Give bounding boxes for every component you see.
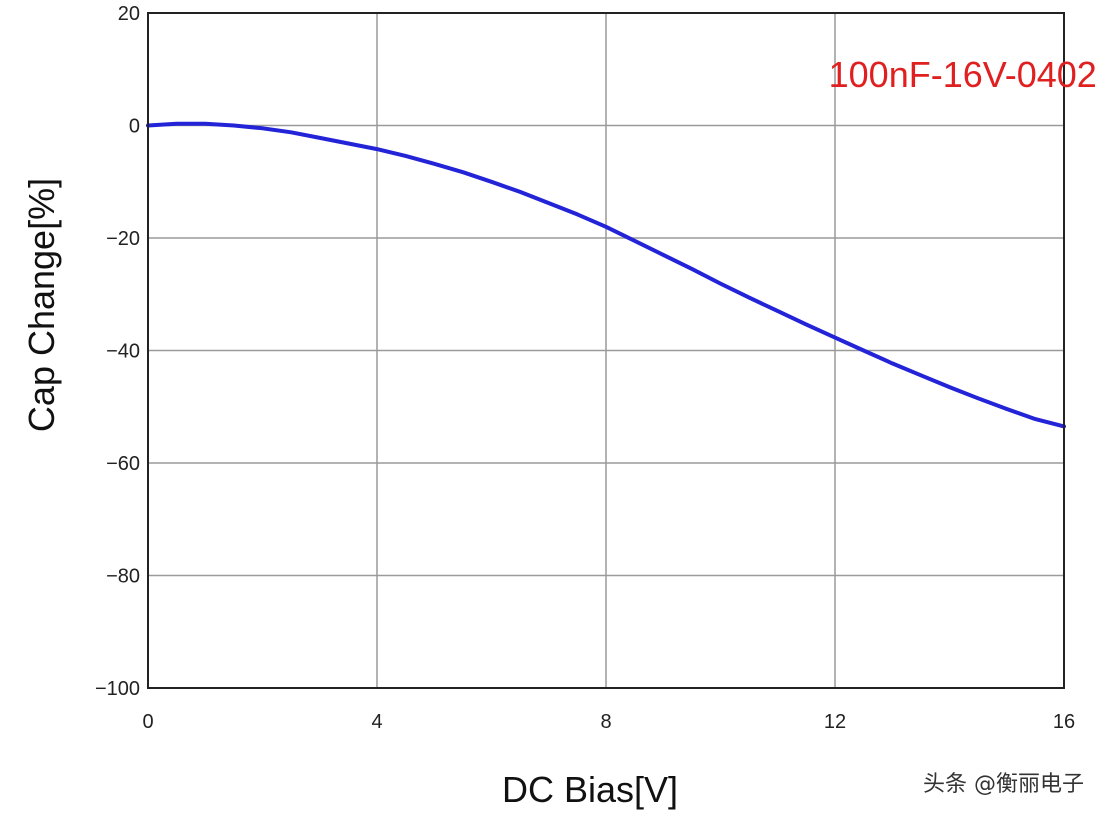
tick-labels: 0 4 8 12 16 20 0 −20 −40 −60 −80 −100 xyxy=(95,3,1075,733)
x-tick-label: 0 xyxy=(142,711,153,733)
y-tick-label: −100 xyxy=(95,678,140,700)
y-tick-label: −40 xyxy=(106,341,140,363)
annotations: 100nF-16V-0402 xyxy=(829,54,1097,95)
x-tick-label: 16 xyxy=(1053,711,1075,733)
y-tick-label: 0 xyxy=(129,116,140,138)
x-tick-label: 12 xyxy=(824,711,846,733)
y-tick-label: −60 xyxy=(106,453,140,475)
y-tick-label: −80 xyxy=(106,566,140,588)
watermark-text: 头条 @衡丽电子 xyxy=(923,772,1084,797)
plot-frame xyxy=(147,12,1065,689)
y-tick-label: −20 xyxy=(106,228,140,250)
x-tick-label: 4 xyxy=(371,711,382,733)
data-series xyxy=(146,121,1066,429)
chart-annotation: 100nF-16V-0402 xyxy=(829,54,1097,95)
y-axis-title: Cap Change[%] xyxy=(21,178,62,432)
series-line xyxy=(146,121,1066,429)
grid-lines xyxy=(147,12,1065,689)
x-axis-title: DC Bias[V] xyxy=(502,769,678,810)
x-tick-label: 8 xyxy=(600,711,611,733)
y-tick-label: 20 xyxy=(118,3,140,25)
